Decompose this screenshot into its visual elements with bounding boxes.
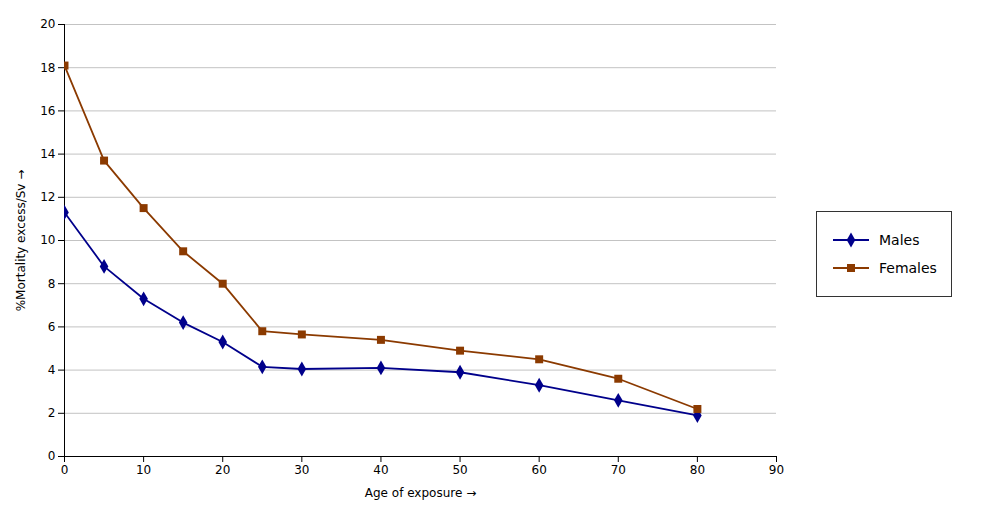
svg-text:10: 10 <box>40 233 55 247</box>
svg-text:0: 0 <box>61 463 69 477</box>
svg-text:90: 90 <box>769 463 784 477</box>
svg-text:40: 40 <box>373 463 388 477</box>
svg-text:20: 20 <box>215 463 230 477</box>
svg-text:%Mortality excess/Sv →: %Mortality excess/Sv → <box>14 170 28 312</box>
svg-text:6: 6 <box>48 320 56 334</box>
svg-text:8: 8 <box>48 277 56 291</box>
svg-text:50: 50 <box>452 463 467 477</box>
svg-text:70: 70 <box>611 463 626 477</box>
svg-text:4: 4 <box>48 363 56 377</box>
svg-text:14: 14 <box>40 147 55 161</box>
svg-text:0: 0 <box>48 449 56 463</box>
svg-text:80: 80 <box>690 463 705 477</box>
svg-text:60: 60 <box>532 463 547 477</box>
svg-text:2: 2 <box>48 406 56 420</box>
html-text:Females: Females <box>879 260 937 276</box>
svg-text:10: 10 <box>136 463 151 477</box>
svg-text:18: 18 <box>40 61 55 75</box>
svg-text:20: 20 <box>40 17 55 31</box>
html-text:Males: Males <box>879 232 920 248</box>
svg-text:16: 16 <box>40 104 55 118</box>
svg-text:12: 12 <box>40 190 55 204</box>
svg-text:30: 30 <box>294 463 309 477</box>
svg-text:Age of exposure →: Age of exposure → <box>365 486 476 500</box>
